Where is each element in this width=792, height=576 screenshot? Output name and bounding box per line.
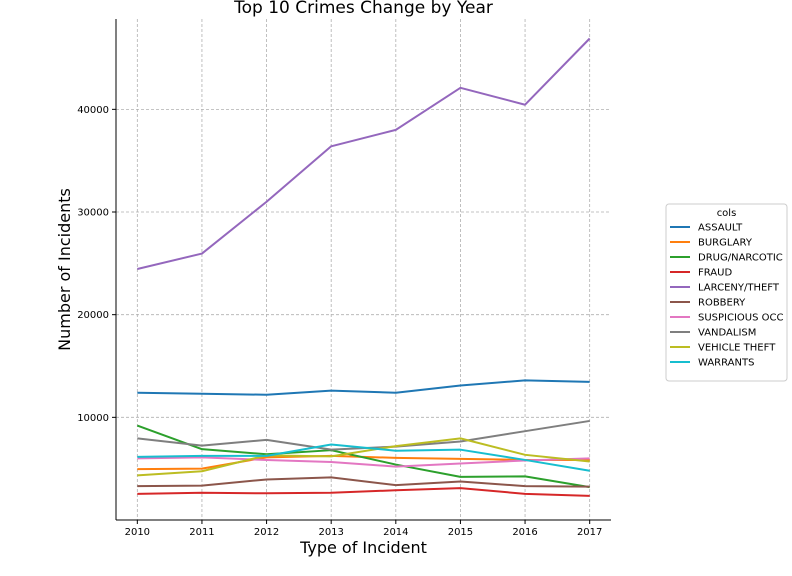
legend-label-assault: ASSAULT: [698, 223, 743, 234]
series-line-suspicious-occ: [137, 456, 590, 468]
legend: cols ASSAULT BURGLARY DRUG/NARCOTIC FRAUD LA…: [665, 203, 788, 382]
legend-label-fraud: FRAUD: [698, 268, 732, 279]
series-lines: [136, 37, 591, 497]
series-line-assault: [137, 379, 590, 396]
legend-label-warrants: WARRANTS: [698, 358, 754, 369]
series-line-vandalism: [137, 419, 590, 451]
x-tick-label: 2016: [512, 527, 537, 538]
x-ticks: 2010 2011 2012 2013 2014 2015 2016 2017: [125, 520, 602, 538]
series-line-fraud: [137, 487, 590, 497]
legend-label-vehicle-theft: VEHICLE THEFT: [698, 343, 776, 354]
y-ticks: 10000 20000 30000 40000: [77, 105, 116, 424]
legend-frame: [665, 203, 788, 382]
legend-label-drug-narcotic: DRUG/NARCOTIC: [698, 253, 783, 264]
series-line-robbery: [137, 476, 590, 488]
legend-label-vandalism: VANDALISM: [698, 328, 756, 339]
legend-label-burglary: BURGLARY: [698, 238, 753, 249]
legend-title: cols: [717, 208, 737, 219]
series-line-drug-narcotic: [136, 424, 590, 489]
legend-items: ASSAULT BURGLARY DRUG/NARCOTIC FRAUD LARCENY…: [670, 223, 783, 369]
y-tick-label: 10000: [77, 413, 109, 424]
y-axis-title: Number of Incidents: [55, 188, 74, 351]
x-tick-label: 2017: [577, 527, 602, 538]
legend-label-robbery: ROBBERY: [698, 298, 746, 309]
legend-label-suspicious-occ: SUSPICIOUS OCC: [698, 313, 783, 324]
series-line-larceny-theft: [137, 37, 591, 270]
y-tick-label: 30000: [77, 208, 109, 219]
grid: [116, 19, 611, 520]
y-tick-label: 40000: [77, 105, 109, 116]
series-line-warrants: [137, 443, 590, 472]
x-tick-label: 2012: [254, 527, 279, 538]
chart-title: Top 10 Crimes Change by Year: [233, 0, 493, 18]
x-tick-label: 2014: [383, 527, 408, 538]
x-axis-title: Type of Incident: [299, 538, 427, 557]
x-tick-label: 2015: [448, 527, 473, 538]
x-tick-label: 2011: [189, 527, 214, 538]
series-line-vehicle-theft: [137, 437, 590, 477]
x-tick-label: 2013: [318, 527, 343, 538]
legend-label-larceny-theft: LARCENY/THEFT: [698, 283, 780, 294]
axes: [115, 19, 611, 521]
x-tick-label: 2010: [125, 527, 150, 538]
y-tick-label: 20000: [77, 310, 109, 321]
